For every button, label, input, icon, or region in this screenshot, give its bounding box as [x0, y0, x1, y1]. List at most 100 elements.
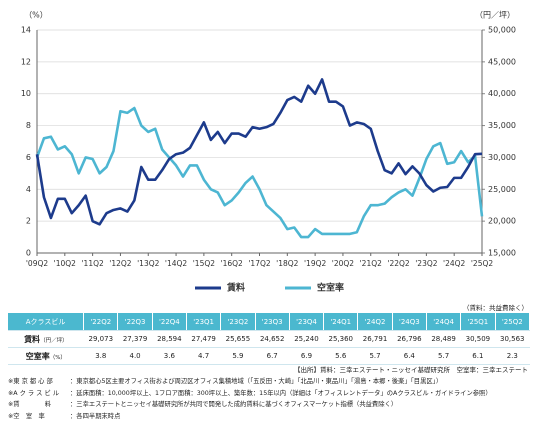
- table-cell: 6.9: [289, 347, 324, 365]
- y-tick-label: 0: [26, 249, 31, 258]
- table-cell: 28,594: [152, 330, 187, 348]
- x-tick-label: '17Q2: [248, 259, 271, 268]
- legend-label: 賃料: [226, 282, 245, 294]
- data-table: Aクラスビル '22Q2'22Q3'22Q4'23Q1'23Q2'23Q3'23Q…: [8, 313, 531, 365]
- table-cell: 26,791: [357, 330, 393, 348]
- chart: （%） （円／坪） 0 2 4 6 8 10 12 14 15,000 20,000 25,000 3…: [21, 11, 516, 294]
- header-cell: '23Q1: [186, 313, 222, 331]
- y-tick-label: 8: [26, 121, 31, 130]
- table-row: 賃料（円／坪） 29,073 27,379 28,594 27,479 25,655 24,…: [8, 330, 530, 348]
- y-axis-label: （%）: [24, 11, 48, 20]
- footnote-key: ※東 京 都 心 部: [8, 378, 53, 385]
- table-cell: 5.7: [357, 347, 393, 365]
- x-tick-label: '22Q2: [387, 259, 410, 268]
- footnote-key: ※空 室 率: [8, 412, 45, 420]
- table-cell: 28,489: [426, 330, 461, 348]
- y-tick-label: 10: [21, 89, 31, 98]
- x-tick-label: '21Q2: [360, 259, 383, 268]
- y2-tick-label: 50,000: [488, 26, 516, 35]
- table-cell: 24,652: [255, 330, 290, 348]
- x-tick-label: '16Q2: [221, 259, 244, 268]
- footnote-text: ：東京都心5区主要オフィス街および周辺区オフィス集積地域（「五反田・大崎」「北品…: [70, 378, 443, 385]
- footnote-key: ※賃 料: [8, 401, 52, 408]
- y-tick-label: 2: [26, 217, 31, 226]
- x-tick-label: '14Q2: [165, 259, 188, 268]
- y2-tick-label: 45,000: [488, 57, 516, 66]
- x-tick-label: '13Q2: [137, 259, 160, 268]
- table-cell: 30,509: [460, 330, 496, 348]
- table-cell: 6.1: [460, 347, 496, 365]
- x-tick-label: '15Q2: [193, 259, 216, 268]
- table-cell: 26,796: [392, 330, 427, 348]
- footnote: ※空 室 率 ：各四半期末時点: [8, 411, 492, 423]
- y2-axis-label: （円／坪）: [475, 11, 515, 20]
- footnote-text: ：三幸エステートとニッセイ基礎研究所が共同で開発した成約賃料に基づくオフィスマー…: [70, 401, 398, 408]
- y-tick-label: 6: [26, 153, 31, 162]
- x-tick-label: '09Q2: [26, 259, 49, 268]
- source: 【出所】賃料：三幸エステート・ニッセイ基礎研究所 空室率：三幸エステート: [294, 366, 528, 374]
- x-tick-label: '12Q2: [109, 259, 132, 268]
- table-row: 空室率（%） 3.8 4.0 3.6 4.7 5.9 6.7 6.9 5.6 5.7 6.4 5.7 6…: [8, 347, 530, 365]
- header-cell: '22Q3: [117, 313, 153, 331]
- table-cell: 25,655: [220, 330, 256, 348]
- table-cell: 27,479: [186, 330, 221, 348]
- y2-tick-label: 25,000: [488, 185, 516, 194]
- footnote: ※東 京 都 心 部 ：東京都心5区主要オフィス街および周辺区オフィス集積地域（「…: [8, 376, 492, 388]
- table-cell: 29,073: [83, 330, 118, 348]
- row-label: 空室率: [25, 351, 50, 361]
- footnote-key: ※A ク ラ ス ビ ル: [8, 389, 60, 397]
- table-header-row: Aクラスビル '22Q2'22Q3'22Q4'23Q1'23Q2'23Q3'23Q…: [8, 313, 531, 331]
- row-unit: （円／坪）: [40, 337, 68, 344]
- table-cell: 5.6: [323, 347, 358, 365]
- table-cell: 5.7: [426, 347, 461, 365]
- header-cell: Aクラスビル: [8, 313, 85, 331]
- header-cell: '22Q2: [83, 313, 119, 331]
- header-cell: '23Q4: [289, 313, 325, 331]
- table-cell: 4.0: [117, 347, 153, 365]
- table-cell: 25,240: [289, 330, 324, 348]
- footnote-text: ：各四半期末時点: [70, 412, 121, 420]
- footnotes: ※東 京 都 心 部 ：東京都心5区主要オフィス街および周辺区オフィス集積地域（「…: [8, 376, 492, 422]
- y2-tick-label: 30,000: [488, 153, 516, 162]
- row-label: 賃料: [24, 334, 41, 344]
- table-cell: 5.9: [220, 347, 256, 365]
- table-cell: 4.7: [186, 347, 221, 365]
- row-label-cell: 空室率（%）: [8, 347, 84, 365]
- x-tick-label: '19Q2: [304, 259, 327, 268]
- header-cell: '23Q3: [255, 313, 290, 331]
- y-tick-label: 4: [26, 185, 31, 194]
- header-cell: '24Q4: [426, 313, 462, 331]
- footnote: ※A ク ラ ス ビ ル ：延床面積：10,000坪以上、1フロア面積：300坪以…: [8, 388, 492, 400]
- y2-tick-label: 15,000: [488, 249, 516, 258]
- x-tick-label: '20Q2: [332, 259, 355, 268]
- y2-tick-label: 20,000: [488, 217, 516, 226]
- x-tick-label: '10Q2: [54, 259, 77, 268]
- header-cell: '24Q3: [392, 313, 427, 331]
- series-line: [35, 106, 484, 239]
- header-cell: '24Q1: [323, 313, 359, 331]
- row-unit: （%）: [49, 354, 66, 361]
- header-cell: '24Q2: [357, 313, 393, 331]
- footnote-text: ：延床面積：10,000坪以上、1フロア面積：300坪以上、築年数：15年以内（…: [70, 389, 492, 397]
- y2-tick-label: 40,000: [488, 89, 516, 98]
- row-label-cell: 賃料（円／坪）: [8, 330, 84, 348]
- y-tick-label: 12: [21, 57, 31, 66]
- x-tick-label: '23Q2: [415, 259, 438, 268]
- series-line: [35, 78, 483, 226]
- table-cell: 3.6: [152, 347, 187, 365]
- y-tick-label: 14: [21, 26, 31, 35]
- y2-tick-label: 35,000: [488, 121, 516, 130]
- x-tick-label: '25Q2: [471, 259, 494, 268]
- legend-label: 空室率: [317, 282, 344, 294]
- x-tick-label: '18Q2: [276, 259, 299, 268]
- table-cell: 6.7: [255, 347, 290, 365]
- header-cell: '23Q2: [220, 313, 256, 331]
- table-note: （賃料：共益費除く）: [463, 304, 528, 312]
- table-cell: 2.3: [495, 347, 530, 365]
- footnote: ※賃 料 ：三幸エステートとニッセイ基礎研究所が共同で開発した成約賃料に基づくオフ…: [8, 399, 492, 411]
- x-tick-label: '11Q2: [81, 259, 104, 268]
- header-cell: '25Q1: [460, 313, 496, 331]
- table-cell: 27,379: [117, 330, 153, 348]
- x-tick-label: '24Q2: [443, 259, 466, 268]
